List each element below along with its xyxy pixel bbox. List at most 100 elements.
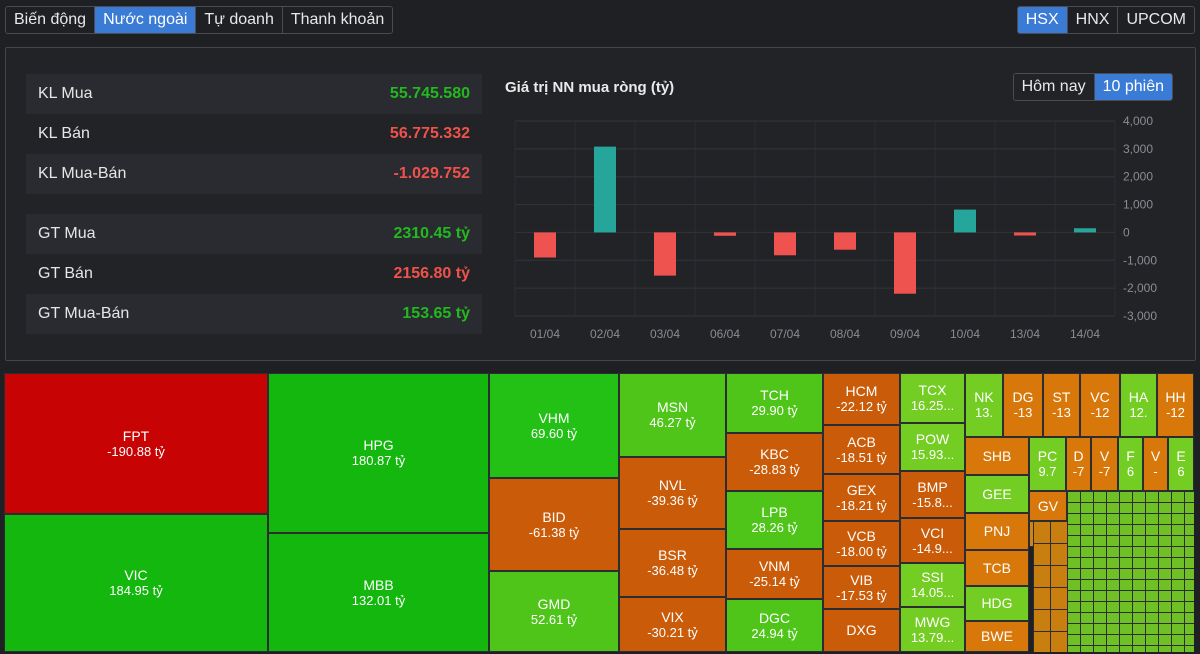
tile-value: -13 — [1052, 405, 1071, 420]
treemap-tile[interactable]: HCM -22.12 tỷ — [823, 373, 900, 425]
tile-value: -14.9... — [912, 540, 953, 556]
treemap-tile[interactable]: D -7 — [1066, 437, 1091, 491]
bar[interactable] — [654, 232, 676, 276]
tile-symbol: NVL — [658, 477, 687, 493]
bar[interactable] — [1074, 228, 1096, 233]
treemap-tile[interactable]: BID -61.38 tỷ — [489, 478, 619, 571]
stats-table: KL Mua 55.745.580 KL Bán 56.775.332 KL M… — [26, 74, 482, 334]
tile-value: -15.8... — [912, 494, 953, 510]
tile-value: 9.7 — [1038, 464, 1057, 479]
tile-symbol: F — [1126, 448, 1135, 464]
tile-symbol: GEX — [846, 481, 877, 498]
tile-symbol: BID — [542, 508, 566, 525]
treemap-tile[interactable]: HA 12. — [1120, 373, 1157, 437]
tile-value: -18.00 tỷ — [836, 543, 887, 559]
stat-value: 153.65 tỷ — [402, 305, 470, 322]
treemap-tile[interactable]: VCB -18.00 tỷ — [823, 521, 900, 566]
treemap-tile[interactable]: PNJ — [965, 513, 1029, 550]
treemap-tile[interactable]: VC -12 — [1080, 373, 1120, 437]
treemap-tile[interactable]: SHB — [965, 437, 1029, 475]
treemap-tile[interactable]: DG -13 — [1003, 373, 1043, 437]
tab-tu-doanh[interactable]: Tự doanh — [196, 7, 283, 33]
tab-nuoc-ngoai[interactable]: Nước ngoài — [95, 7, 197, 33]
treemap-tile[interactable]: GEE — [965, 475, 1029, 513]
treemap-tile[interactable]: KBC -28.83 tỷ — [726, 433, 823, 491]
bar[interactable] — [714, 232, 736, 236]
treemap-tile[interactable]: LPB 28.26 tỷ — [726, 491, 823, 549]
tile-value: -39.36 tỷ — [647, 493, 698, 508]
treemap-tile[interactable]: POW 15.93... — [900, 423, 965, 471]
tile-value: 12. — [1129, 405, 1148, 420]
treemap-tile[interactable]: VIX -30.21 tỷ — [619, 597, 726, 652]
tile-symbol: MWG — [914, 613, 951, 630]
treemap-tile[interactable]: DGC 24.94 tỷ — [726, 599, 823, 652]
treemap-tile[interactable]: PC 9.7 — [1029, 437, 1066, 491]
treemap-tile[interactable]: BWE — [965, 621, 1029, 652]
treemap-tile[interactable]: ST -13 — [1043, 373, 1080, 437]
tile-symbol: FPT — [122, 427, 150, 444]
treemap-tile[interactable]: NVL -39.36 tỷ — [619, 457, 726, 529]
stat-value: 2156.80 tỷ — [393, 265, 470, 282]
bar[interactable] — [534, 232, 556, 258]
treemap-tile[interactable]: NK 13. — [965, 373, 1003, 437]
bar[interactable] — [954, 209, 976, 233]
y-tick-label: 2,000 — [1123, 170, 1153, 184]
tile-symbol: DGC — [758, 609, 791, 626]
tile-value: -190.88 tỷ — [107, 443, 165, 459]
treemap-tile[interactable]: VIC 184.95 tỷ — [4, 514, 268, 652]
treemap-tile[interactable]: SSI 14.05... — [900, 563, 965, 607]
treemap-tile[interactable]: VNM -25.14 tỷ — [726, 549, 823, 599]
tile-value: 13. — [974, 405, 994, 420]
treemap-tile[interactable]: MBB 132.01 tỷ — [268, 533, 489, 652]
tile-value: 24.94 tỷ — [751, 625, 798, 641]
tile-value: 29.90 tỷ — [751, 403, 798, 418]
treemap-tile[interactable]: HH -12 — [1157, 373, 1194, 437]
treemap-tile[interactable]: FPT -190.88 tỷ — [4, 373, 268, 514]
treemap-tile[interactable]: GMD 52.61 tỷ — [489, 571, 619, 652]
tab-hsx[interactable]: HSX — [1017, 7, 1068, 33]
treemap-tile[interactable]: MSN 46.27 tỷ — [619, 373, 726, 457]
treemap-tile[interactable]: HDG — [965, 586, 1029, 621]
treemap-tile[interactable]: GEX -18.21 tỷ — [823, 474, 900, 521]
treemap-tile[interactable]: VCI -14.9... — [900, 518, 965, 563]
bar[interactable] — [774, 232, 796, 256]
bar[interactable] — [594, 146, 616, 233]
treemap-tile[interactable]: V- — [1143, 437, 1168, 491]
treemap-tile[interactable]: BSR -36.48 tỷ — [619, 529, 726, 597]
treemap-tile[interactable]: HPG 180.87 tỷ — [268, 373, 489, 533]
tab-bien-dong[interactable]: Biến động — [6, 7, 96, 33]
tile-symbol: GEE — [982, 485, 1012, 502]
treemap-tile[interactable]: DXG — [823, 609, 900, 652]
stat-label: KL Bán — [38, 125, 90, 142]
treemap-tile[interactable]: GV — [1029, 491, 1067, 521]
tile-symbol: HH — [1165, 389, 1186, 405]
tile-symbol: DXG — [846, 622, 877, 638]
treemap-tile[interactable]: TCB — [965, 550, 1029, 586]
tab-upcom[interactable]: UPCOM — [1118, 7, 1194, 33]
stat-kl-ban: KL Bán 56.775.332 — [26, 114, 482, 154]
tab-hnx[interactable]: HNX — [1067, 7, 1119, 33]
bar[interactable] — [1014, 232, 1036, 236]
bar[interactable] — [894, 232, 916, 294]
tab-thanh-khoan[interactable]: Thanh khoản — [282, 7, 393, 33]
treemap-tile[interactable]: MWG 13.79... — [900, 607, 965, 652]
tile-value: 46.27 tỷ — [649, 415, 696, 430]
tab-10-phien[interactable]: 10 phiên — [1094, 74, 1172, 100]
treemap-tile[interactable]: TCX 16.25... — [900, 373, 965, 423]
bar[interactable] — [834, 232, 856, 250]
treemap-tile[interactable]: BMP -15.8... — [900, 471, 965, 518]
treemap-tile[interactable]: VHM 69.60 tỷ — [489, 373, 619, 478]
treemap-tile[interactable]: V -7 — [1091, 437, 1118, 491]
tile-value: -13 — [1013, 405, 1033, 420]
tile-symbol: SHB — [982, 447, 1012, 464]
treemap-tile[interactable]: VIB -17.53 tỷ — [823, 566, 900, 609]
tile-symbol: V — [1150, 448, 1161, 464]
treemap-tile[interactable]: ACB -18.51 tỷ — [823, 425, 900, 474]
tile-symbol: MSN — [656, 399, 689, 415]
stat-kl-mua: KL Mua 55.745.580 — [26, 74, 482, 114]
treemap-tile[interactable]: TCH 29.90 tỷ — [726, 373, 823, 433]
y-tick-label: 3,000 — [1123, 142, 1153, 156]
tab-hom-nay[interactable]: Hôm nay — [1013, 74, 1095, 100]
